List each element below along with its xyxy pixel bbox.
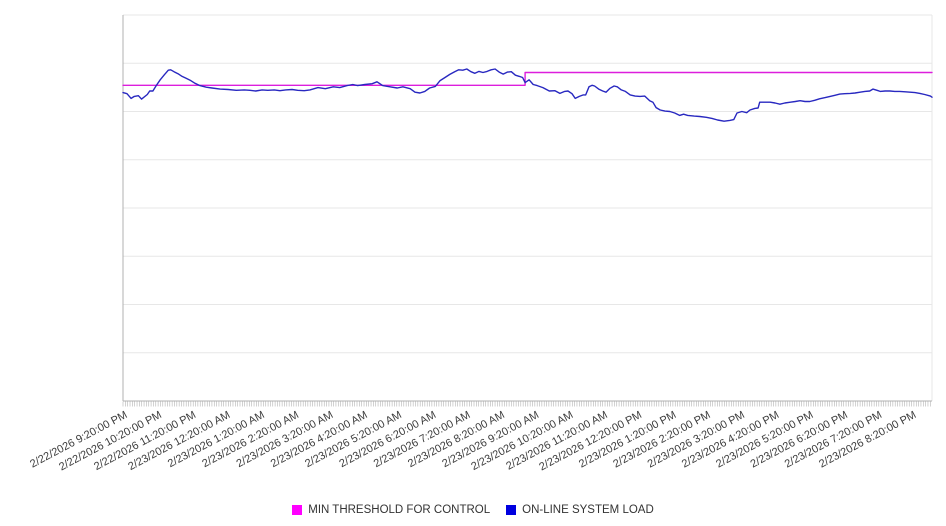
chart-legend: MIN THRESHOLD FOR CONTROL ON-LINE SYSTEM… (0, 504, 946, 516)
system-load-legend-label: ON-LINE SYSTEM LOAD (522, 504, 654, 516)
on-line-system-load-line (122, 68, 933, 122)
system-load-legend-marker (506, 505, 517, 515)
min-threshold-line (122, 71, 933, 87)
min-threshold-legend-marker (292, 505, 303, 515)
legend-item-system-load[interactable]: ON-LINE SYSTEM LOAD (506, 504, 654, 516)
x-axis-minor-ticks (122, 401, 931, 407)
min-threshold-legend-label: MIN THRESHOLD FOR CONTROL (308, 504, 491, 516)
legend-item-min-threshold[interactable]: MIN THRESHOLD FOR CONTROL (292, 504, 490, 516)
